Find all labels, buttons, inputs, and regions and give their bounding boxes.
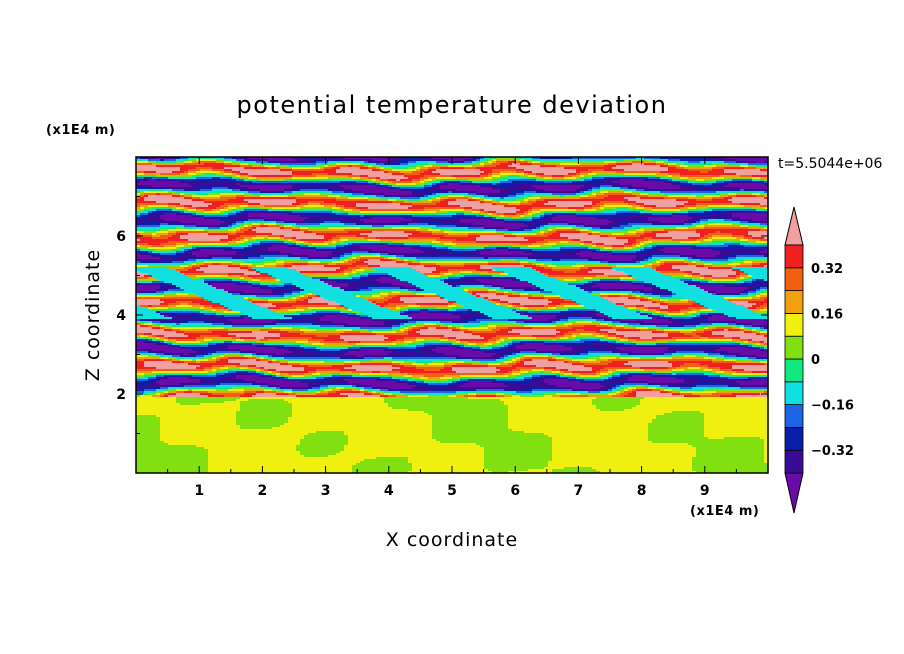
y-unit-label: (x1E4 m) — [46, 123, 115, 138]
time-label: t=5.5044e+06 — [778, 156, 882, 172]
chart-title: potential temperature deviation — [237, 91, 668, 119]
plot-area — [136, 157, 769, 474]
